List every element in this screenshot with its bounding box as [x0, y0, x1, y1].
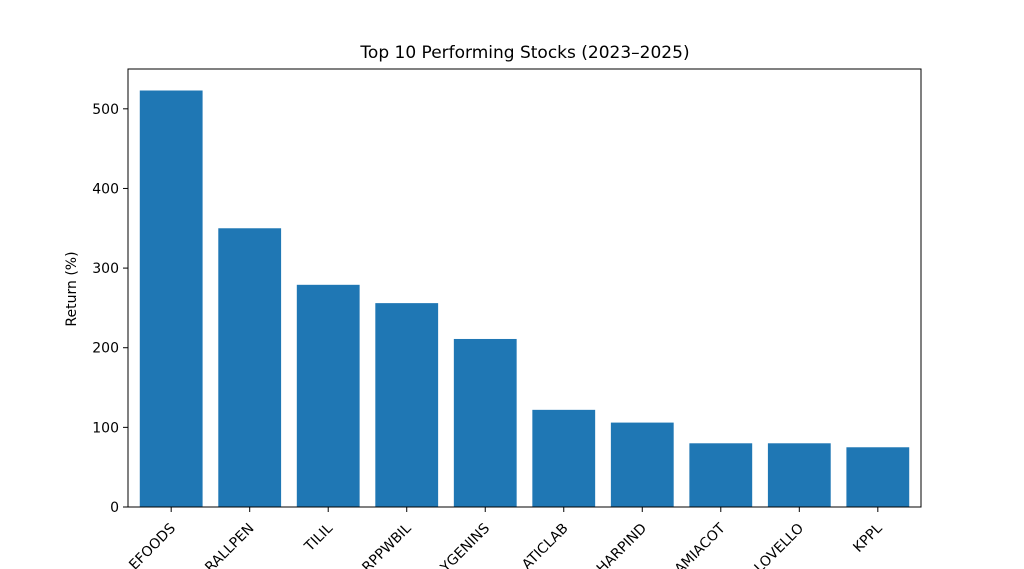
x-tick-label: RALLPEN — [202, 521, 257, 569]
bar-harpind — [610, 422, 674, 507]
y-tick-label: 400 — [92, 181, 119, 197]
x-tick-label: AMIACOT — [672, 520, 729, 569]
y-tick-label: 500 — [92, 102, 119, 118]
plot-frame — [127, 68, 922, 508]
bar-ygenins — [453, 338, 517, 507]
chart-title: Top 10 Performing Stocks (2023–2025) — [359, 43, 689, 63]
x-ticks-group: EFOODS RALLPEN TILIL RPPWBIL YGENINS ATICLAB H… — [126, 507, 886, 569]
bar-efoods — [139, 90, 203, 507]
bar-aticlab — [532, 409, 596, 507]
x-tick-label: TILIL — [301, 520, 336, 555]
bar-rallpen — [218, 228, 282, 507]
bars-group — [139, 90, 910, 507]
y-tick-label: 300 — [92, 261, 119, 277]
bar-tilil — [296, 284, 360, 507]
x-tick-label: ATICLAB — [519, 521, 572, 569]
bar-rppwbil — [375, 303, 439, 507]
x-tick-label: KPPL — [850, 520, 885, 555]
x-tick-label: HARPIND — [594, 521, 650, 569]
y-axis-label: Return (%) — [64, 251, 80, 326]
x-tick-label: LOVELLO — [752, 521, 808, 569]
x-tick-label: YGENINS — [437, 520, 493, 569]
x-tick-label: EFOODS — [126, 520, 179, 569]
y-ticks-group: 0 100 200 300 400 500 — [92, 102, 128, 516]
x-tick-label: RPPWBIL — [359, 520, 414, 569]
bar-lovello — [767, 443, 831, 507]
bar-kppl — [846, 447, 910, 507]
y-tick-label: 0 — [110, 500, 119, 516]
y-tick-label: 100 — [92, 420, 119, 436]
bar-amiacot — [689, 443, 753, 507]
y-tick-label: 200 — [92, 341, 119, 357]
